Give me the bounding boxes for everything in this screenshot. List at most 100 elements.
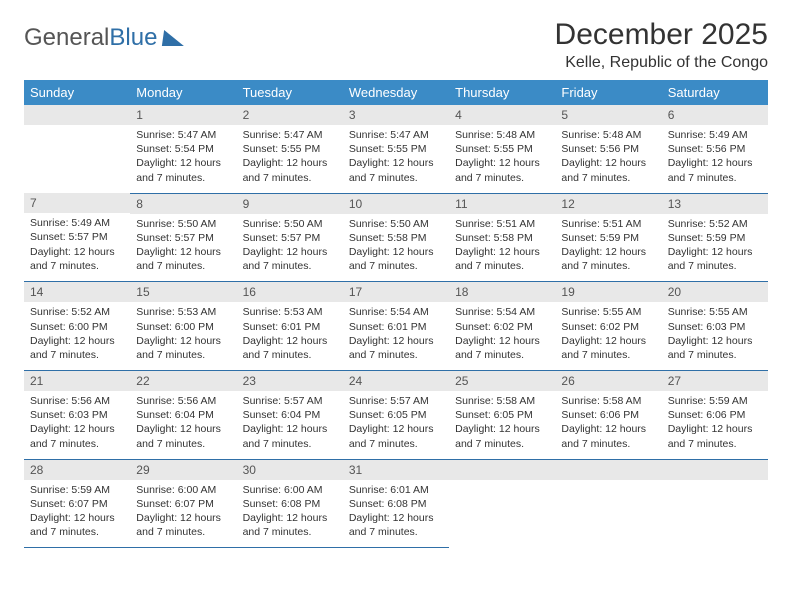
day-body: Sunrise: 5:57 AMSunset: 6:04 PMDaylight:… [237, 391, 343, 459]
sunset-line: Sunset: 6:01 PM [243, 320, 337, 334]
daylight-line: Daylight: 12 hours and 7 minutes. [561, 245, 655, 273]
daylight-line: Daylight: 12 hours and 7 minutes. [349, 511, 443, 539]
daylight-line: Daylight: 12 hours and 7 minutes. [136, 334, 230, 362]
daylight-line: Daylight: 12 hours and 7 minutes. [30, 245, 124, 273]
day-number: 23 [237, 371, 343, 391]
day-body: Sunrise: 5:58 AMSunset: 6:05 PMDaylight:… [449, 391, 555, 459]
day-number: 29 [130, 460, 236, 480]
sunrise-line: Sunrise: 5:58 AM [455, 394, 549, 408]
daylight-line: Daylight: 12 hours and 7 minutes. [668, 334, 762, 362]
day-body: Sunrise: 5:59 AMSunset: 6:06 PMDaylight:… [662, 391, 768, 459]
sunset-line: Sunset: 5:56 PM [668, 142, 762, 156]
sunrise-line: Sunrise: 5:56 AM [30, 394, 124, 408]
sunset-line: Sunset: 6:02 PM [561, 320, 655, 334]
sunset-line: Sunset: 6:08 PM [243, 497, 337, 511]
day-body: Sunrise: 5:50 AMSunset: 5:57 PMDaylight:… [130, 214, 236, 282]
calendar-cell [555, 459, 661, 548]
daylight-line: Daylight: 12 hours and 7 minutes. [455, 422, 549, 450]
day-number: 31 [343, 460, 449, 480]
day-body: Sunrise: 6:00 AMSunset: 6:07 PMDaylight:… [130, 480, 236, 548]
calendar-cell: 5Sunrise: 5:48 AMSunset: 5:56 PMDaylight… [555, 105, 661, 193]
day-number: 17 [343, 282, 449, 302]
day-number [24, 105, 130, 125]
calendar-cell: 23Sunrise: 5:57 AMSunset: 6:04 PMDayligh… [237, 371, 343, 460]
day-number: 16 [237, 282, 343, 302]
sunset-line: Sunset: 6:06 PM [668, 408, 762, 422]
calendar-cell: 11Sunrise: 5:51 AMSunset: 5:58 PMDayligh… [449, 193, 555, 282]
day-header: Tuesday [237, 80, 343, 105]
calendar-cell: 20Sunrise: 5:55 AMSunset: 6:03 PMDayligh… [662, 282, 768, 371]
calendar-cell: 27Sunrise: 5:59 AMSunset: 6:06 PMDayligh… [662, 371, 768, 460]
day-body: Sunrise: 5:50 AMSunset: 5:58 PMDaylight:… [343, 214, 449, 282]
sunrise-line: Sunrise: 5:49 AM [668, 128, 762, 142]
calendar-cell: 6Sunrise: 5:49 AMSunset: 5:56 PMDaylight… [662, 105, 768, 193]
day-body: Sunrise: 5:53 AMSunset: 6:00 PMDaylight:… [130, 302, 236, 370]
day-number: 24 [343, 371, 449, 391]
day-body: Sunrise: 5:49 AMSunset: 5:56 PMDaylight:… [662, 125, 768, 193]
sunrise-line: Sunrise: 5:50 AM [136, 217, 230, 231]
sunrise-line: Sunrise: 5:53 AM [136, 305, 230, 319]
sunrise-line: Sunrise: 5:55 AM [668, 305, 762, 319]
calendar-cell: 7Sunrise: 5:49 AMSunset: 5:57 PMDaylight… [24, 193, 130, 282]
title-location: Kelle, Republic of the Congo [555, 54, 768, 72]
calendar-cell: 8Sunrise: 5:50 AMSunset: 5:57 PMDaylight… [130, 193, 236, 282]
day-body: Sunrise: 5:55 AMSunset: 6:02 PMDaylight:… [555, 302, 661, 370]
daylight-line: Daylight: 12 hours and 7 minutes. [455, 334, 549, 362]
daylight-line: Daylight: 12 hours and 7 minutes. [136, 245, 230, 273]
daylight-line: Daylight: 12 hours and 7 minutes. [243, 334, 337, 362]
daylight-line: Daylight: 12 hours and 7 minutes. [455, 156, 549, 184]
day-body: Sunrise: 5:52 AMSunset: 6:00 PMDaylight:… [24, 302, 130, 370]
sunset-line: Sunset: 6:03 PM [30, 408, 124, 422]
calendar-week-row: 14Sunrise: 5:52 AMSunset: 6:00 PMDayligh… [24, 282, 768, 371]
sunrise-line: Sunrise: 5:51 AM [455, 217, 549, 231]
title-month: December 2025 [555, 18, 768, 52]
day-body: Sunrise: 6:01 AMSunset: 6:08 PMDaylight:… [343, 480, 449, 548]
day-number [555, 460, 661, 480]
daylight-line: Daylight: 12 hours and 7 minutes. [668, 156, 762, 184]
sunset-line: Sunset: 6:05 PM [455, 408, 549, 422]
sunrise-line: Sunrise: 5:59 AM [668, 394, 762, 408]
sunrise-line: Sunrise: 5:58 AM [561, 394, 655, 408]
calendar-week-row: 21Sunrise: 5:56 AMSunset: 6:03 PMDayligh… [24, 371, 768, 460]
logo: GeneralBlue [24, 24, 185, 52]
daylight-line: Daylight: 12 hours and 7 minutes. [349, 156, 443, 184]
sunset-line: Sunset: 6:07 PM [30, 497, 124, 511]
daylight-line: Daylight: 12 hours and 7 minutes. [136, 156, 230, 184]
sunset-line: Sunset: 5:56 PM [561, 142, 655, 156]
day-header: Thursday [449, 80, 555, 105]
calendar-cell: 14Sunrise: 5:52 AMSunset: 6:00 PMDayligh… [24, 282, 130, 371]
day-body: Sunrise: 5:54 AMSunset: 6:01 PMDaylight:… [343, 302, 449, 370]
calendar-cell: 22Sunrise: 5:56 AMSunset: 6:04 PMDayligh… [130, 371, 236, 460]
sunrise-line: Sunrise: 6:00 AM [243, 483, 337, 497]
day-number: 12 [555, 194, 661, 214]
calendar-cell: 29Sunrise: 6:00 AMSunset: 6:07 PMDayligh… [130, 459, 236, 548]
logo-text-2: Blue [109, 24, 157, 52]
day-number: 28 [24, 460, 130, 480]
calendar-cell: 13Sunrise: 5:52 AMSunset: 5:59 PMDayligh… [662, 193, 768, 282]
calendar-cell: 3Sunrise: 5:47 AMSunset: 5:55 PMDaylight… [343, 105, 449, 193]
day-header: Wednesday [343, 80, 449, 105]
day-body [24, 125, 130, 175]
day-number: 9 [237, 194, 343, 214]
sunrise-line: Sunrise: 5:54 AM [349, 305, 443, 319]
logo-text-1: General [24, 24, 109, 52]
day-header: Saturday [662, 80, 768, 105]
sunrise-line: Sunrise: 5:51 AM [561, 217, 655, 231]
sunset-line: Sunset: 5:55 PM [349, 142, 443, 156]
sunset-line: Sunset: 5:59 PM [668, 231, 762, 245]
sunrise-line: Sunrise: 5:57 AM [349, 394, 443, 408]
day-body: Sunrise: 5:53 AMSunset: 6:01 PMDaylight:… [237, 302, 343, 370]
calendar-cell: 18Sunrise: 5:54 AMSunset: 6:02 PMDayligh… [449, 282, 555, 371]
sunset-line: Sunset: 6:02 PM [455, 320, 549, 334]
calendar-cell: 25Sunrise: 5:58 AMSunset: 6:05 PMDayligh… [449, 371, 555, 460]
day-body [555, 480, 661, 530]
sunrise-line: Sunrise: 5:52 AM [668, 217, 762, 231]
sunrise-line: Sunrise: 5:55 AM [561, 305, 655, 319]
day-header: Monday [130, 80, 236, 105]
title-block: December 2025 Kelle, Republic of the Con… [555, 18, 768, 72]
day-body: Sunrise: 5:48 AMSunset: 5:55 PMDaylight:… [449, 125, 555, 193]
day-body [449, 480, 555, 530]
sunrise-line: Sunrise: 5:48 AM [455, 128, 549, 142]
sunrise-line: Sunrise: 6:01 AM [349, 483, 443, 497]
sunrise-line: Sunrise: 5:53 AM [243, 305, 337, 319]
